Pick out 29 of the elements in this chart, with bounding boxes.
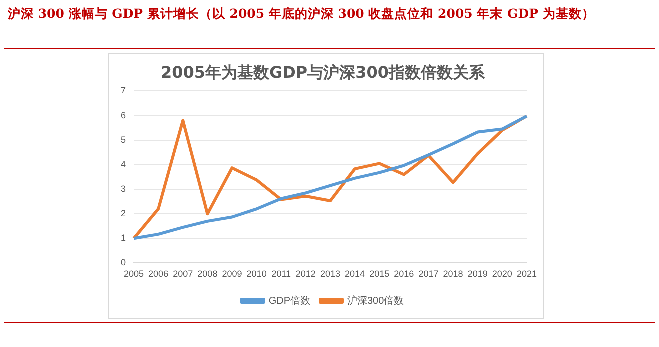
y-tick-label: 4	[120, 159, 126, 170]
y-tick-label: 3	[120, 184, 126, 194]
x-tick-label: 2017	[418, 269, 439, 280]
x-tick-label: 2007	[173, 269, 194, 280]
x-tick-label: 2009	[222, 269, 242, 280]
x-tick-label: 2005	[124, 269, 144, 280]
legend-label: GDP倍数	[268, 294, 310, 307]
x-tick-label: 2016	[394, 269, 414, 280]
x-tick-label: 2011	[272, 269, 292, 280]
x-tick-label: 2010	[246, 269, 267, 280]
y-tick-label: 0	[120, 258, 126, 268]
y-tick-label: 7	[120, 86, 126, 96]
x-tick-label: 2013	[320, 269, 341, 280]
x-tick-label: 2019	[468, 269, 488, 280]
chart-title: 沪深 300 涨幅与 GDP 累计增长（以 2005 年底的沪深 300 收盘点位和 2005 年末 GDP 为基数）	[8, 5, 596, 23]
x-tick-label: 2012	[296, 269, 316, 280]
x-tick-label: 2015	[370, 269, 390, 280]
x-tick-label: 2008	[198, 269, 218, 280]
x-tick-label: 2006	[148, 269, 169, 280]
y-tick-label: 2	[120, 208, 126, 219]
x-tick-label: 2014	[345, 269, 366, 280]
x-tick-label: 2018	[443, 269, 464, 280]
y-tick-label: 1	[120, 233, 126, 244]
y-tick-label: 6	[120, 110, 126, 120]
chart-subtitle: 2005年为基数GDP与沪深300指数倍数关系	[160, 62, 486, 82]
y-tick-label: 5	[120, 134, 126, 145]
x-tick-label: 2020	[492, 269, 512, 280]
x-tick-label: 2021	[516, 269, 538, 280]
legend-label: 沪深300倍数	[347, 294, 404, 307]
